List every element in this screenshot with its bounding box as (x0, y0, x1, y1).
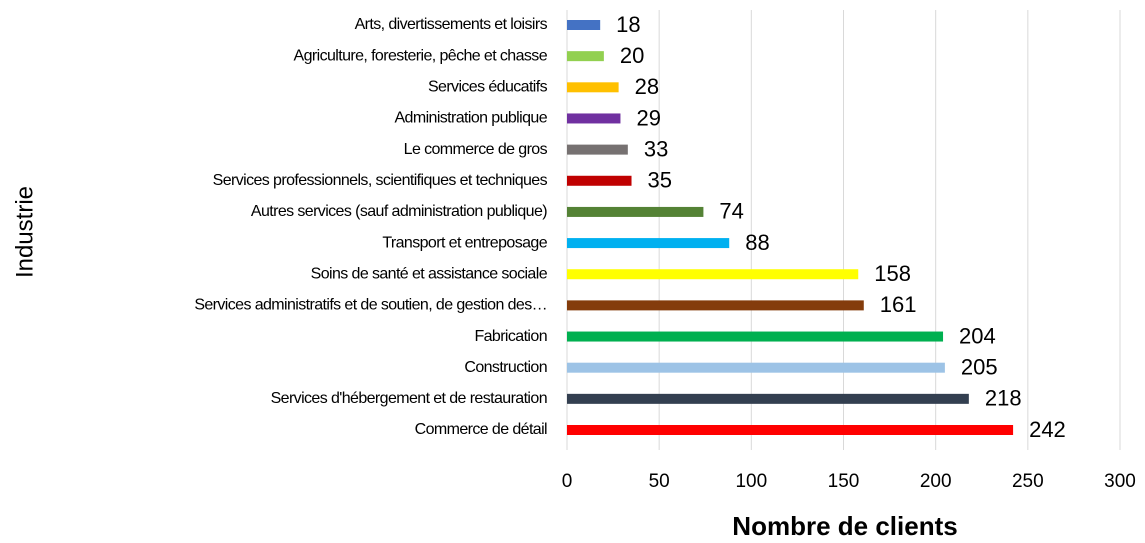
data-label: 28 (635, 74, 659, 99)
x-tick-label: 50 (649, 471, 670, 492)
data-label: 204 (959, 323, 996, 348)
x-tick-label: 0 (562, 471, 573, 492)
x-tick-label: 150 (828, 471, 860, 492)
x-tick-label: 300 (1104, 471, 1136, 492)
y-tick-label: Commerce de détail (415, 421, 547, 438)
bar (567, 51, 604, 62)
data-label: 33 (644, 136, 668, 161)
y-tick-label: Fabrication (474, 328, 547, 345)
bar (567, 300, 864, 311)
y-tick-label: Administration publique (394, 110, 547, 127)
data-label: 35 (648, 168, 672, 193)
y-tick-label: Autres services (sauf administration pub… (251, 203, 547, 220)
data-label: 161 (880, 292, 917, 317)
bar (567, 362, 945, 373)
bar (567, 269, 859, 280)
x-tick-label: 250 (1012, 471, 1044, 492)
y-tick-label: Services professionnels, scientifiques e… (213, 172, 548, 189)
bar (567, 20, 601, 30)
data-label: 88 (745, 230, 769, 255)
y-tick-label: Services éducatifs (428, 79, 548, 96)
bar (567, 144, 628, 155)
x-tick-label: 200 (920, 471, 952, 492)
y-tick-label: Services administratifs et de soutien, d… (194, 297, 547, 314)
x-axis-label: Nombre de clients (732, 511, 957, 541)
y-tick-label: Transport et entreposage (382, 234, 547, 251)
y-tick-label: Services d'hébergement et de restauratio… (271, 390, 547, 407)
data-label: 18 (616, 12, 640, 37)
y-tick-label: Construction (464, 359, 547, 376)
y-tick-label: Le commerce de gros (404, 141, 548, 158)
bar (567, 393, 969, 404)
bar (567, 113, 621, 124)
y-tick-label: Agriculture, foresterie, pêche et chasse (294, 47, 548, 64)
data-label: 20 (620, 43, 644, 68)
data-label: 242 (1029, 417, 1066, 442)
y-axis-label: Industrie (11, 186, 38, 278)
data-label: 158 (874, 261, 911, 286)
x-tick-label: 100 (735, 471, 767, 492)
y-tick-label: Soins de santé et assistance sociale (311, 265, 548, 282)
data-label: 205 (961, 355, 998, 380)
y-tick-label: Arts, divertissements et loisirs (355, 16, 548, 33)
bar (567, 331, 944, 342)
data-label: 218 (985, 386, 1022, 411)
bar (567, 425, 1014, 435)
bar (567, 238, 730, 249)
bar (567, 206, 704, 217)
bar (567, 82, 619, 93)
bar (567, 175, 632, 186)
data-label: 74 (719, 199, 743, 224)
data-label: 29 (636, 105, 660, 130)
